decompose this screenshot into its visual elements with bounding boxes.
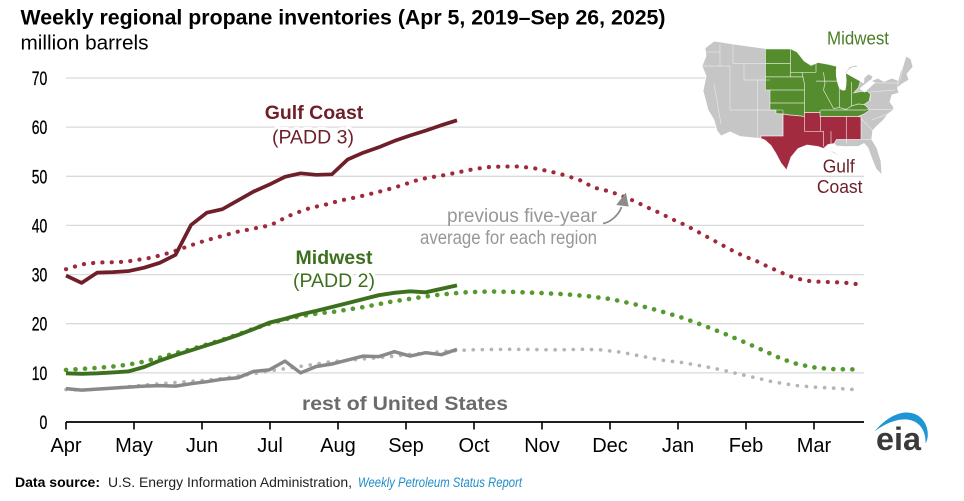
svg-text:40: 40	[32, 216, 48, 237]
svg-text:10: 10	[32, 364, 48, 385]
svg-text:60: 60	[32, 118, 48, 139]
svg-text:previous five-year: previous five-year	[447, 205, 597, 227]
svg-text:30: 30	[32, 266, 48, 287]
svg-text:million barrels: million barrels	[21, 32, 149, 54]
svg-text:average for each region: average for each region	[420, 227, 597, 249]
svg-text:Feb: Feb	[729, 435, 763, 457]
svg-text:Midwest: Midwest	[296, 247, 373, 269]
svg-text:Weekly regional propane invent: Weekly regional propane inventories (Apr…	[21, 7, 666, 30]
svg-text:0: 0	[40, 413, 48, 434]
svg-text:(PADD 3): (PADD 3)	[272, 127, 354, 149]
svg-text:Coast: Coast	[817, 176, 863, 197]
svg-text:Weekly Petroleum Status Report: Weekly Petroleum Status Report	[358, 475, 523, 490]
svg-text:eia: eia	[876, 421, 921, 457]
svg-text:Jun: Jun	[186, 435, 218, 457]
svg-text:Gulf Coast: Gulf Coast	[265, 102, 364, 124]
svg-text:Data source:: Data source:	[15, 475, 100, 490]
svg-text:Sep: Sep	[388, 435, 424, 457]
svg-text:Gulf: Gulf	[823, 155, 856, 176]
svg-text:Jul: Jul	[257, 435, 283, 457]
svg-text:Mar: Mar	[797, 435, 832, 457]
svg-text:Midwest: Midwest	[827, 28, 889, 49]
svg-text:Aug: Aug	[320, 435, 356, 457]
svg-text:Apr: Apr	[50, 435, 81, 457]
svg-text:U.S. Energy Information Admini: U.S. Energy Information Administration,	[108, 475, 352, 490]
svg-text:Dec: Dec	[592, 435, 628, 457]
svg-text:Nov: Nov	[524, 435, 560, 457]
svg-text:Oct: Oct	[458, 435, 490, 457]
svg-text:70: 70	[32, 69, 48, 90]
svg-text:20: 20	[32, 315, 48, 336]
svg-text:50: 50	[32, 167, 48, 188]
svg-text:rest of United States: rest of United States	[302, 393, 508, 415]
svg-text:Jan: Jan	[662, 435, 694, 457]
svg-text:May: May	[115, 435, 153, 457]
svg-text:(PADD 2): (PADD 2)	[293, 270, 375, 292]
